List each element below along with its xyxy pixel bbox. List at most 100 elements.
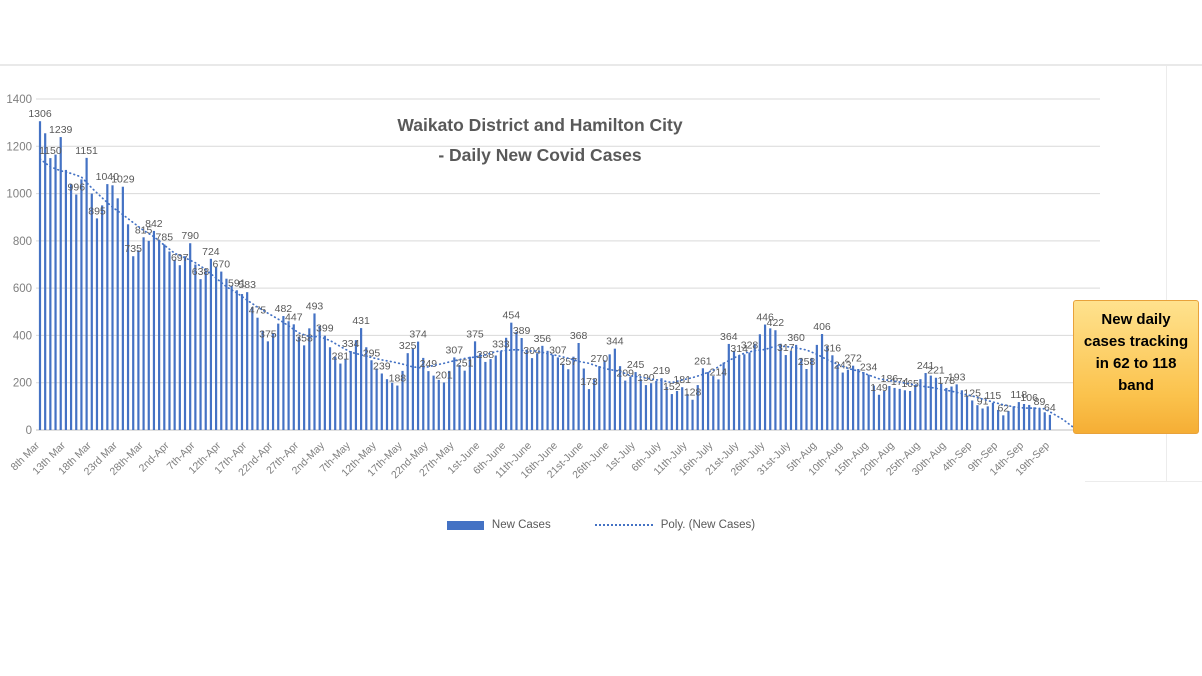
svg-text:368: 368 <box>570 330 588 342</box>
svg-text:193: 193 <box>948 371 966 383</box>
svg-text:245: 245 <box>627 359 645 371</box>
svg-text:400: 400 <box>13 330 32 342</box>
svg-text:62: 62 <box>997 402 1009 414</box>
svg-text:325: 325 <box>399 340 417 352</box>
svg-text:334: 334 <box>342 338 360 350</box>
svg-text:314: 314 <box>730 343 748 355</box>
svg-text:360: 360 <box>787 332 805 344</box>
svg-text:1151: 1151 <box>75 145 98 157</box>
svg-text:173: 173 <box>580 376 598 388</box>
svg-text:697: 697 <box>171 252 189 264</box>
svg-text:735: 735 <box>124 243 142 255</box>
svg-text:165: 165 <box>901 378 919 390</box>
bars <box>38 121 1052 431</box>
y-axis-labels: 0 200 400 600 800 1000 1200 1400 <box>6 94 32 437</box>
svg-text:249: 249 <box>420 358 438 370</box>
svg-text:389: 389 <box>513 325 531 337</box>
svg-text:358: 358 <box>295 332 313 344</box>
svg-text:1040: 1040 <box>96 171 120 183</box>
chart-title: Waikato District and Hamilton City - Dai… <box>300 110 780 170</box>
svg-text:1200: 1200 <box>6 141 32 153</box>
svg-text:317: 317 <box>777 342 795 354</box>
legend-bar-swatch <box>446 520 484 530</box>
svg-text:128: 128 <box>684 387 702 399</box>
svg-text:1000: 1000 <box>6 189 32 201</box>
svg-text:89: 89 <box>1034 396 1046 408</box>
svg-text:64: 64 <box>1044 402 1056 414</box>
svg-text:600: 600 <box>13 283 32 295</box>
svg-text:447: 447 <box>285 311 303 323</box>
svg-text:422: 422 <box>767 317 785 329</box>
svg-text:842: 842 <box>145 218 163 230</box>
svg-text:241: 241 <box>917 360 935 372</box>
sheet-gridline-vertical <box>1166 66 1167 482</box>
svg-text:200: 200 <box>13 378 32 390</box>
svg-text:374: 374 <box>409 329 427 341</box>
svg-text:258: 258 <box>798 356 816 368</box>
svg-text:670: 670 <box>213 259 231 271</box>
svg-text:214: 214 <box>710 366 728 378</box>
plot-area: 0 200 400 600 800 1000 1200 1400 1306 1150 1239 996… <box>6 94 1100 481</box>
svg-text:186: 186 <box>881 373 899 385</box>
svg-text:996: 996 <box>68 182 86 194</box>
svg-text:1306: 1306 <box>28 108 52 120</box>
svg-text:356: 356 <box>534 333 552 345</box>
svg-text:219: 219 <box>653 365 671 377</box>
svg-text:724: 724 <box>202 246 220 258</box>
svg-text:272: 272 <box>844 353 862 365</box>
svg-text:375: 375 <box>259 328 277 340</box>
trendline <box>39 158 1075 429</box>
svg-text:790: 790 <box>181 230 199 242</box>
legend-trendline-label: Poly. (New Cases) <box>660 519 756 531</box>
svg-text:91: 91 <box>977 396 989 408</box>
svg-text:399: 399 <box>316 323 334 335</box>
svg-text:482: 482 <box>275 303 293 315</box>
svg-text:0: 0 <box>26 425 32 437</box>
svg-text:152: 152 <box>663 381 681 393</box>
svg-text:307: 307 <box>549 344 567 356</box>
svg-text:364: 364 <box>720 331 738 343</box>
svg-text:270: 270 <box>591 353 609 365</box>
svg-text:149: 149 <box>870 382 888 394</box>
svg-text:251: 251 <box>456 358 474 370</box>
svg-text:375: 375 <box>466 328 484 340</box>
svg-text:344: 344 <box>606 336 624 348</box>
svg-text:1150: 1150 <box>39 145 62 157</box>
svg-text:106: 106 <box>1020 392 1038 404</box>
svg-text:304: 304 <box>523 345 541 357</box>
chart-legend[interactable]: New Cases Poly. (New Cases) <box>0 519 1202 531</box>
svg-text:295: 295 <box>363 347 381 359</box>
svg-text:638: 638 <box>192 266 210 278</box>
svg-text:188: 188 <box>389 373 407 385</box>
svg-text:239: 239 <box>373 361 391 373</box>
svg-text:493: 493 <box>306 300 324 312</box>
svg-text:316: 316 <box>824 342 842 354</box>
svg-text:234: 234 <box>860 362 878 374</box>
svg-text:475: 475 <box>249 305 267 317</box>
chart-title-line1: Waikato District and Hamilton City <box>397 115 683 135</box>
chart-title-line2: - Daily New Covid Cases <box>438 145 642 165</box>
svg-text:221: 221 <box>927 365 945 377</box>
svg-text:333: 333 <box>492 338 510 350</box>
svg-text:1029: 1029 <box>111 174 135 186</box>
svg-text:454: 454 <box>503 310 521 322</box>
svg-text:115: 115 <box>985 390 1002 402</box>
svg-text:406: 406 <box>813 321 831 333</box>
annotation-callout[interactable]: New daily cases tracking in 62 to 118 ba… <box>1073 300 1199 434</box>
svg-text:446: 446 <box>756 312 774 324</box>
svg-text:307: 307 <box>446 344 464 356</box>
svg-text:583: 583 <box>238 279 256 291</box>
svg-text:328: 328 <box>741 340 759 352</box>
sheet-gridline-top <box>0 64 1202 66</box>
svg-text:800: 800 <box>13 236 32 248</box>
svg-text:178: 178 <box>938 375 956 387</box>
svg-text:261: 261 <box>694 355 712 367</box>
svg-text:591: 591 <box>228 277 246 289</box>
svg-text:895: 895 <box>88 205 106 217</box>
y-gridlines <box>36 98 1100 431</box>
svg-text:1239: 1239 <box>49 124 73 136</box>
svg-text:118: 118 <box>1010 389 1027 401</box>
sheet-gridline-horizontal <box>1085 481 1202 482</box>
